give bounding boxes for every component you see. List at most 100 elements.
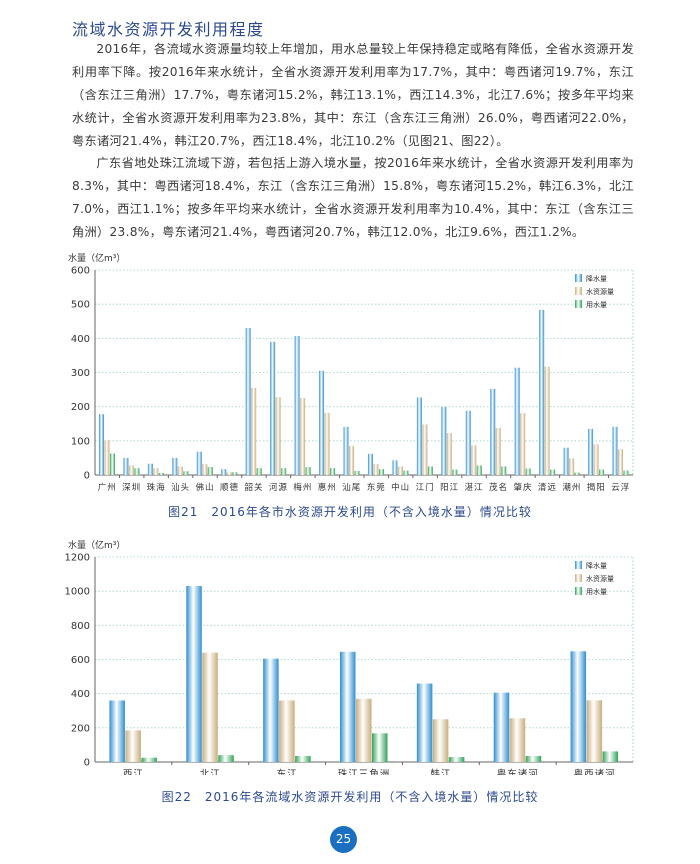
bar-粤东诸河-降水量 [493,692,510,762]
bar-茂名-水资源量 [495,427,501,475]
x-tick-label: 茂名 [489,482,508,493]
x-tick-label: 汕头 [171,482,190,493]
x-tick-label: 珠海 [147,482,166,493]
bar-韩江-用水量 [448,757,465,762]
bar-粤东诸河-水资源量 [509,718,526,762]
bar-深圳-水资源量 [128,465,134,475]
bar-广州-降水量 [98,414,104,475]
bar-东莞-降水量 [367,453,373,475]
x-tick-label: 肇庆 [513,482,532,493]
x-tick-label: 深圳 [122,482,141,493]
bar-珠海-用水量 [158,472,164,475]
y-tick-label: 400 [71,334,90,345]
bar-中山-水资源量 [397,466,403,475]
bar-佛山-用水量 [207,467,213,475]
bar-汕尾-水资源量 [349,445,355,475]
bar-珠江三角洲-降水量 [340,651,356,762]
x-tick-label: 中山 [391,482,410,493]
legend-label: 水资源量 [586,574,614,583]
bar-阳江-用水量 [452,469,458,475]
bar-西江-水资源量 [125,730,141,762]
bar-惠州-水资源量 [324,412,330,475]
bar-梅州-用水量 [305,467,311,475]
bar-韶关-用水量 [256,468,262,475]
y-tick-label: 400 [71,689,90,700]
x-tick-label: 江门 [416,482,435,493]
bar-汕头-用水量 [183,471,189,475]
bar-汕尾-降水量 [343,426,349,475]
bar-潮州-水资源量 [569,458,575,475]
legend-label: 降水量 [586,274,607,283]
y-tick-label: 600 [71,655,90,666]
x-tick-label: 韩江 [430,768,451,775]
bar-韩江-水资源量 [432,719,449,762]
bar-惠州-用水量 [330,468,336,475]
bar-深圳-用水量 [134,468,140,475]
bar-云浮-降水量 [612,426,618,475]
x-tick-label: 湛江 [465,483,484,493]
bar-广州-用水量 [109,453,115,475]
bar-云浮-用水量 [623,470,629,475]
bar-阳江-水资源量 [446,432,452,475]
figure-22-caption: 图22 2016年各流域水资源开发利用（不含入境水量）情况比较 [161,790,539,804]
bar-揭阳-用水量 [599,469,605,475]
x-tick-label: 珠江三角洲 [338,768,391,775]
x-tick-label: 潮州 [562,482,581,493]
y-tick-label: 1200 [65,553,90,564]
paragraph-inflow-included: 广东省地处珠江流域下游，若包括上游入境水量，按2016年来水统计，全省水资源开发… [72,156,634,239]
bar-佛山-降水量 [196,451,202,475]
x-tick-label: 粤西诸河 [574,768,616,775]
bar-珠海-水资源量 [153,468,159,475]
bar-清远-降水量 [539,309,545,475]
figure-21-caption: 图21 2016年各市水资源开发利用（不含入境水量）情况比较 [168,505,532,519]
chart-city-water-use: 水量（亿m³） 0 100 200 300 400 500 600 广州 深圳 珠海 汕头 佛山 顺德 韶关… [0,250,700,500]
bar-韩江-降水量 [416,683,433,762]
x-tick-label: 阳江 [440,483,459,493]
bar-湛江-用水量 [476,465,482,475]
bar-北江-水资源量 [202,652,218,762]
page-number: 25 [330,826,357,853]
bar-汕头-降水量 [172,457,178,475]
x-tick-label: 惠州 [318,482,337,493]
bar-湛江-降水量 [465,410,471,475]
section-heading: 流域水资源开发利用程度 [72,20,265,39]
x-tick-label: 北江 [200,769,221,775]
bar-顺德-水资源量 [226,472,232,475]
y-tick-label: 200 [71,402,90,413]
bar-河源-降水量 [270,341,276,475]
bar-中山-降水量 [392,460,398,475]
y-tick-label: 300 [71,368,90,379]
bar-顺德-用水量 [232,472,238,475]
legend-label: 降水量 [586,561,607,570]
bar-粤西诸河-水资源量 [586,700,603,762]
y-tick-label: 0 [84,758,90,769]
bar-茂名-用水量 [501,466,507,475]
bar-潮州-降水量 [563,447,569,475]
bar-揭阳-水资源量 [593,444,599,475]
bar-河源-用水量 [281,468,287,475]
legend-swatch-0 [575,561,582,569]
bar-江门-水资源量 [422,424,428,475]
bar-东江-用水量 [295,756,311,762]
paragraph-development-rate: 2016年，各流域水资源量均较上年增加，用水总量较上年保持稳定或略有降低，全省水… [72,42,634,148]
x-tick-label: 东莞 [367,482,386,493]
x-tick-label: 广州 [98,482,117,493]
bar-粤东诸河-用水量 [525,756,542,762]
legend-swatch-2 [575,587,582,595]
bar-肇庆-降水量 [514,367,520,475]
bar-广州-水资源量 [104,440,110,475]
y-tick-label: 100 [71,436,90,447]
bar-揭阳-降水量 [588,428,594,475]
bar-西江-用水量 [141,757,157,762]
y-tick-label: 600 [71,266,90,277]
bar-珠江三角洲-水资源量 [356,698,372,762]
x-tick-label: 西江 [123,769,144,775]
bar-佛山-水资源量 [202,464,208,475]
bar-江门-降水量 [416,397,422,475]
bar-清远-用水量 [550,469,556,475]
bar-潮州-用水量 [574,472,580,475]
bar-肇庆-用水量 [525,468,531,475]
bar-珠海-降水量 [147,463,153,475]
legend-swatch-0 [575,274,582,282]
bar-西江-降水量 [109,700,125,762]
